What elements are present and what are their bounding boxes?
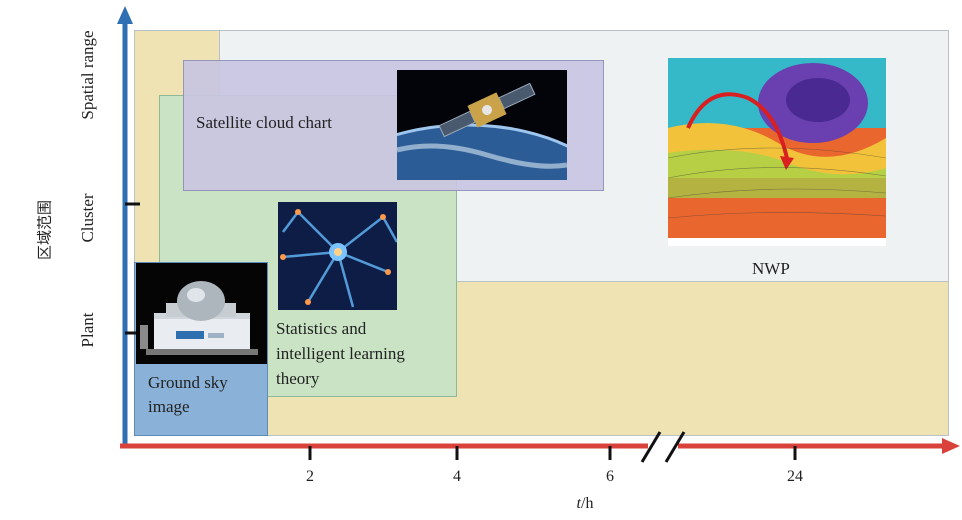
y-level-plant: Plant — [78, 312, 97, 348]
x-axis-arrowhead — [942, 438, 960, 454]
statistics-label-line-1: Statistics and — [276, 319, 367, 338]
statistics-label-line-2: intelligent learning — [276, 344, 405, 363]
statistics-label: Statistics and intelligent learning theo… — [276, 318, 405, 390]
ground-sky-label-line-2: image — [148, 397, 190, 416]
neural-network-icon — [278, 202, 397, 310]
weather-map-icon — [668, 58, 886, 246]
x-tick-label-24: 24 — [787, 468, 803, 485]
axis-break-mark-1 — [640, 431, 662, 463]
y-level-cluster: Cluster — [78, 193, 97, 243]
axis-break-mark-2 — [664, 431, 686, 463]
x-tick-label-4: 4 — [453, 468, 461, 485]
x-tick-label-2: 2 — [306, 468, 314, 485]
y-level-spatial-range: Spatial range — [78, 30, 97, 120]
satellite-icon — [397, 70, 567, 180]
pyranometer-icon — [136, 263, 267, 364]
statistics-label-line-3: theory — [276, 369, 320, 388]
ground-sky-label: Ground sky image — [148, 372, 228, 418]
y-axis-arrowhead — [117, 6, 133, 24]
ground-sky-label-line-1: Ground sky — [148, 373, 228, 392]
nwp-label: NWP — [752, 259, 790, 278]
x-tick-label-6: 6 — [606, 468, 614, 485]
x-axis-title-var: t — [576, 495, 581, 512]
x-axis-title-unit: /h — [581, 495, 594, 512]
x-axis-title: t/h — [540, 495, 630, 513]
y-axis-title: 区域范围 — [37, 199, 54, 261]
satellite-label: Satellite cloud chart — [196, 113, 332, 132]
